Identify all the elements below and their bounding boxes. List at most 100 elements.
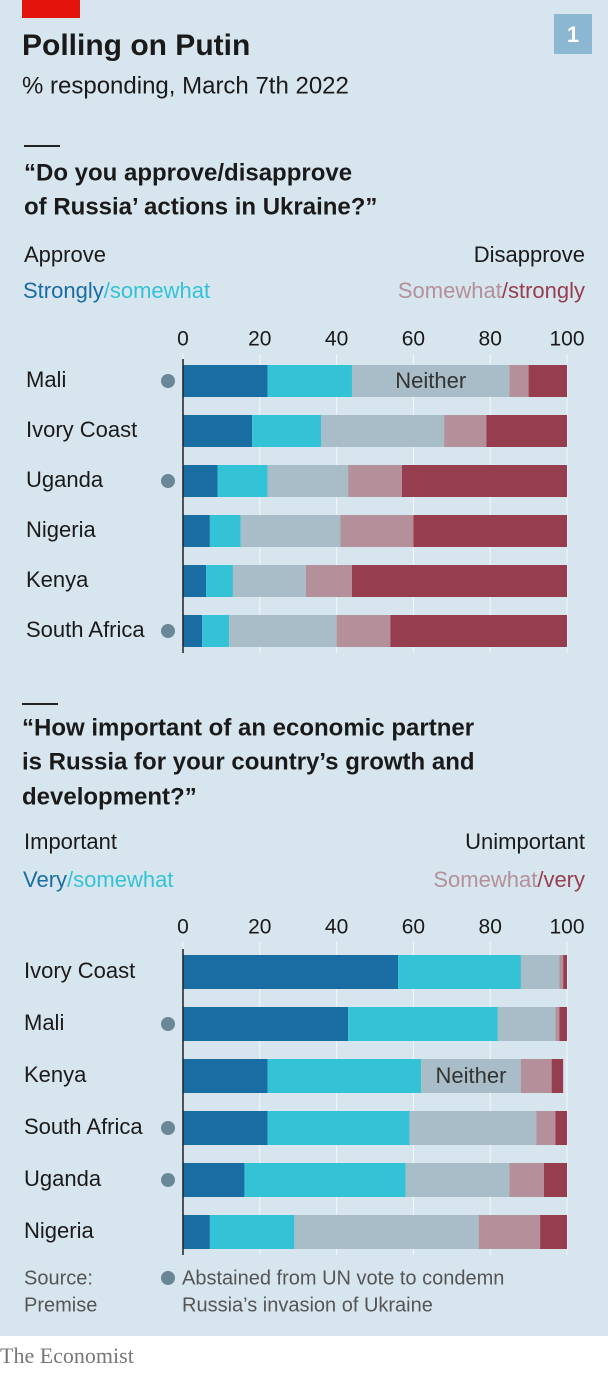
- bar-segment: [486, 415, 567, 447]
- question: is Russia for your country’s growth and: [22, 748, 475, 775]
- subtitle: % responding, March 7th 2022: [22, 72, 349, 99]
- bar-segment: [183, 465, 218, 497]
- bar-segment: [267, 365, 352, 397]
- x-tick-label: 0: [177, 916, 189, 939]
- segment-label: Neither: [436, 1063, 507, 1088]
- bar-segment: [413, 515, 567, 547]
- bar-segment: [478, 1215, 541, 1249]
- question: development?”: [22, 783, 197, 810]
- left-heading: Important: [24, 829, 117, 854]
- x-tick-label: 80: [479, 328, 502, 351]
- category-label: Ivory Coast: [26, 417, 137, 442]
- bar-segment: [509, 365, 529, 397]
- legend-entry: /: [502, 278, 509, 303]
- bar-segment: [351, 565, 567, 597]
- legend-entry: Somewhat: [433, 867, 537, 892]
- legend-entry: Very: [23, 867, 67, 892]
- bar-segment: [305, 565, 352, 597]
- category-label: South Africa: [24, 1114, 143, 1139]
- bar-segment: [183, 1059, 268, 1093]
- legend-right: Somewhat/very: [433, 867, 585, 892]
- question: of Russia’ actions in Ukraine?”: [24, 193, 377, 220]
- legend-entry: strongly: [508, 278, 585, 303]
- bar-segment: [444, 415, 487, 447]
- bar-segment: [267, 1111, 410, 1145]
- bar-segment: [252, 415, 322, 447]
- x-tick-label: 60: [402, 916, 425, 939]
- bar-segment: [267, 465, 349, 497]
- category-label: Kenya: [24, 1062, 87, 1087]
- source: Source:: [24, 1267, 93, 1289]
- x-tick-label: 0: [177, 328, 189, 351]
- bar-segment: [398, 955, 521, 989]
- bar-segment: [409, 1111, 537, 1145]
- bar-segment: [229, 615, 337, 647]
- legend-note: Russia’s invasion of Ukraine: [182, 1294, 433, 1316]
- legend-entry: somewhat: [73, 867, 173, 892]
- left-heading: Approve: [24, 242, 106, 267]
- bar-segment: [183, 1111, 268, 1145]
- bar-segment: [183, 1215, 210, 1249]
- category-label: Nigeria: [26, 517, 96, 542]
- bar-segment: [183, 365, 268, 397]
- bar-segment: [497, 1007, 556, 1041]
- legend-entry: Strongly: [23, 278, 104, 303]
- segment-label: Neither: [395, 368, 466, 393]
- bar-segment: [183, 415, 253, 447]
- category-label: Nigeria: [24, 1218, 94, 1243]
- bar-segment: [209, 1215, 295, 1249]
- bar-segment: [321, 415, 445, 447]
- category-label: Ivory Coast: [24, 958, 135, 983]
- abstained-dot: [161, 1173, 175, 1187]
- x-tick-label: 100: [549, 916, 584, 939]
- bar-segment: [559, 955, 564, 989]
- legend-entry: Somewhat: [398, 278, 502, 303]
- category-label: Uganda: [26, 467, 104, 492]
- x-tick-label: 80: [479, 916, 502, 939]
- title: Polling on Putin: [22, 29, 250, 62]
- bar-segment: [563, 955, 567, 989]
- bar-segment: [390, 615, 567, 647]
- bar-segment: [267, 1059, 422, 1093]
- x-tick-label: 20: [248, 328, 271, 351]
- right-heading: Disapprove: [474, 242, 585, 267]
- bar-segment: [206, 565, 233, 597]
- bar-segment: [244, 1163, 406, 1197]
- x-tick-label: 100: [549, 328, 584, 351]
- legend-entry: very: [543, 867, 585, 892]
- bar-segment: [202, 615, 230, 647]
- legend-entry: /: [537, 867, 544, 892]
- bar-segment: [421, 1059, 521, 1093]
- badge: 1: [567, 22, 579, 47]
- bar-segment: [183, 615, 203, 647]
- category-label: Kenya: [26, 567, 89, 592]
- legend-entry: somewhat: [110, 278, 210, 303]
- abstained-dot: [161, 374, 175, 388]
- bar-segment: [540, 1215, 567, 1249]
- legend-entry: /: [104, 278, 111, 303]
- source-name: Premise: [24, 1294, 97, 1316]
- bar-segment: [183, 515, 210, 547]
- legend-note: Abstained from UN vote to condemn: [182, 1267, 504, 1289]
- category-label: Mali: [24, 1010, 64, 1035]
- legend-left: Very/somewhat: [23, 867, 173, 892]
- abstained-dot: [161, 1121, 175, 1135]
- bar-segment: [183, 1163, 245, 1197]
- abstained-dot: [161, 1017, 175, 1031]
- bar-segment: [240, 515, 341, 547]
- bar-segment: [509, 1163, 544, 1197]
- badge-box: [554, 14, 592, 54]
- category-label: South Africa: [26, 617, 145, 642]
- legend-right: Somewhat/strongly: [398, 278, 585, 303]
- bar-segment: [520, 955, 560, 989]
- bar-segment: [555, 1111, 567, 1145]
- bar-segment: [183, 1007, 349, 1041]
- category-label: Uganda: [24, 1166, 102, 1191]
- bar-segment: [209, 515, 241, 547]
- bar-segment: [294, 1215, 479, 1249]
- bar-segment: [536, 1111, 556, 1145]
- legend-left: Strongly/somewhat: [23, 278, 210, 303]
- bar-segment: [217, 465, 268, 497]
- bar-segment: [520, 1059, 552, 1093]
